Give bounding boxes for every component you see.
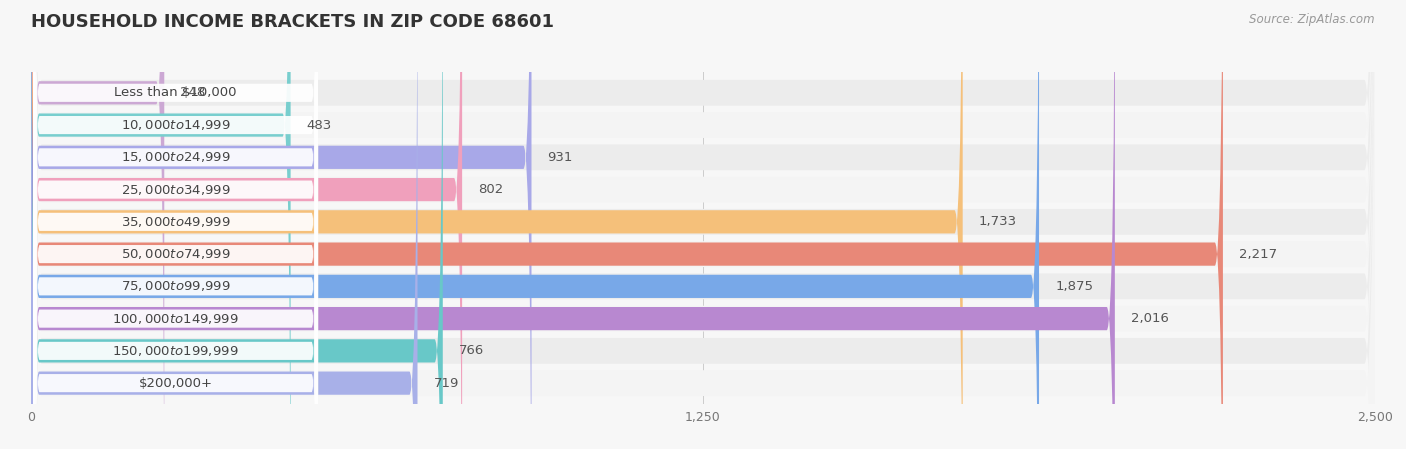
FancyBboxPatch shape	[34, 0, 318, 449]
FancyBboxPatch shape	[31, 0, 463, 449]
Text: $200,000+: $200,000+	[139, 377, 212, 390]
Text: 248: 248	[180, 86, 205, 99]
FancyBboxPatch shape	[34, 0, 318, 449]
FancyBboxPatch shape	[34, 0, 318, 449]
FancyBboxPatch shape	[34, 0, 318, 449]
Text: 2,016: 2,016	[1130, 312, 1168, 325]
FancyBboxPatch shape	[31, 0, 418, 449]
FancyBboxPatch shape	[31, 0, 1375, 449]
Text: 2,217: 2,217	[1239, 247, 1277, 260]
Text: $100,000 to $149,999: $100,000 to $149,999	[112, 312, 239, 326]
Text: $15,000 to $24,999: $15,000 to $24,999	[121, 150, 231, 164]
FancyBboxPatch shape	[31, 0, 291, 449]
FancyBboxPatch shape	[31, 0, 1375, 449]
FancyBboxPatch shape	[34, 0, 318, 449]
FancyBboxPatch shape	[31, 0, 1375, 449]
FancyBboxPatch shape	[34, 0, 318, 449]
Text: $35,000 to $49,999: $35,000 to $49,999	[121, 215, 231, 229]
Text: 802: 802	[478, 183, 503, 196]
FancyBboxPatch shape	[31, 0, 1375, 449]
Text: 483: 483	[307, 119, 332, 132]
Text: Source: ZipAtlas.com: Source: ZipAtlas.com	[1250, 13, 1375, 26]
Text: $10,000 to $14,999: $10,000 to $14,999	[121, 118, 231, 132]
FancyBboxPatch shape	[31, 0, 1223, 449]
FancyBboxPatch shape	[31, 0, 1375, 449]
Text: Less than $10,000: Less than $10,000	[114, 86, 236, 99]
FancyBboxPatch shape	[31, 0, 1115, 449]
Text: 931: 931	[547, 151, 574, 164]
FancyBboxPatch shape	[31, 0, 443, 449]
FancyBboxPatch shape	[31, 0, 1375, 449]
FancyBboxPatch shape	[31, 0, 1375, 449]
FancyBboxPatch shape	[31, 0, 963, 449]
FancyBboxPatch shape	[31, 0, 1375, 449]
FancyBboxPatch shape	[31, 0, 165, 449]
FancyBboxPatch shape	[34, 0, 318, 449]
FancyBboxPatch shape	[31, 0, 1375, 449]
FancyBboxPatch shape	[34, 0, 318, 449]
FancyBboxPatch shape	[34, 5, 318, 449]
FancyBboxPatch shape	[31, 0, 1039, 449]
Text: 1,875: 1,875	[1054, 280, 1092, 293]
Text: $75,000 to $99,999: $75,000 to $99,999	[121, 279, 231, 293]
Text: 766: 766	[458, 344, 484, 357]
FancyBboxPatch shape	[31, 0, 1375, 449]
Text: $50,000 to $74,999: $50,000 to $74,999	[121, 247, 231, 261]
Text: $25,000 to $34,999: $25,000 to $34,999	[121, 183, 231, 197]
Text: 1,733: 1,733	[979, 216, 1017, 229]
Text: HOUSEHOLD INCOME BRACKETS IN ZIP CODE 68601: HOUSEHOLD INCOME BRACKETS IN ZIP CODE 68…	[31, 13, 554, 31]
FancyBboxPatch shape	[34, 0, 318, 449]
FancyBboxPatch shape	[31, 0, 531, 449]
Text: 719: 719	[433, 377, 458, 390]
Text: $150,000 to $199,999: $150,000 to $199,999	[112, 344, 239, 358]
